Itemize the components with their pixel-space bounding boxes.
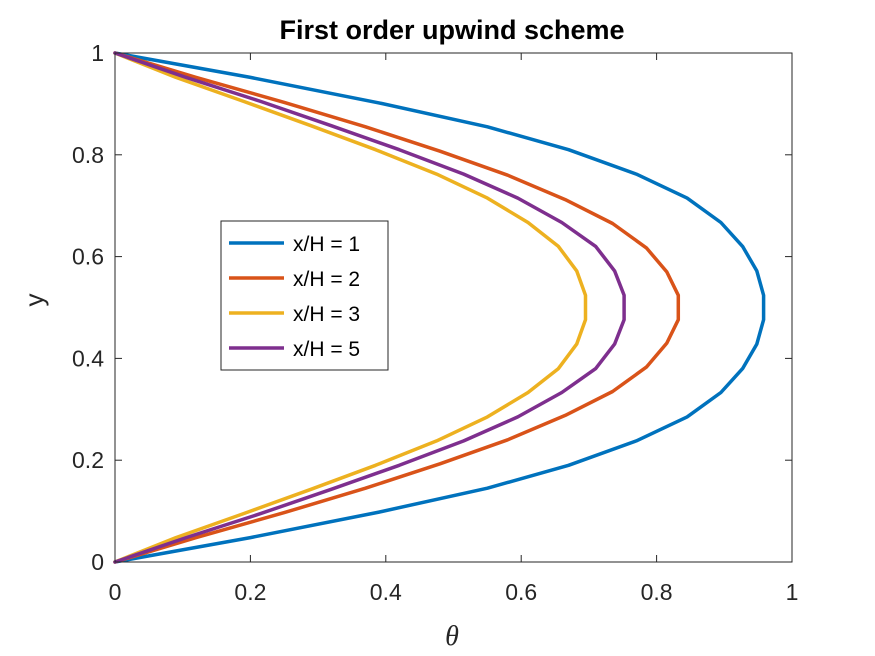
x-tick-label: 0 xyxy=(109,579,122,605)
series-line-2 xyxy=(113,51,681,564)
x-tick-label: 0.8 xyxy=(641,579,673,605)
x-tick-label: 0.6 xyxy=(505,579,537,605)
x-tick-label: 0.4 xyxy=(370,579,402,605)
legend-label-4: x/H = 5 xyxy=(293,338,360,361)
chart-title: First order upwind scheme xyxy=(279,15,624,45)
y-tick-label: 0 xyxy=(91,549,104,575)
x-tick-label: 1 xyxy=(786,579,799,605)
y-tick-label: 0.4 xyxy=(72,345,104,371)
legend-box xyxy=(220,220,389,371)
legend-label-1: x/H = 1 xyxy=(293,233,360,256)
legend-label-2: x/H = 2 xyxy=(293,268,360,291)
y-tick-label: 0.2 xyxy=(72,447,104,473)
series-line-1 xyxy=(113,51,766,564)
y-tick-label: 0.6 xyxy=(72,244,104,270)
series-line-4 xyxy=(113,51,626,564)
axes-box xyxy=(114,52,793,563)
y-tick-label: 1 xyxy=(91,40,104,66)
x-tick-label: 0.2 xyxy=(234,579,266,605)
x-axis-label: θ xyxy=(445,621,459,652)
y-tick-label: 0.8 xyxy=(72,142,104,168)
series-line-3 xyxy=(113,51,588,564)
legend-label-3: x/H = 3 xyxy=(293,303,360,326)
legend: x/H = 1 x/H = 2 x/H = 3 x/H = 5 xyxy=(220,220,389,371)
plot-area: 0 0.2 0.4 0.6 0.8 1 0 0.2 0.4 0.6 0.8 1 xyxy=(72,40,798,605)
y-axis-label: y xyxy=(19,294,49,307)
